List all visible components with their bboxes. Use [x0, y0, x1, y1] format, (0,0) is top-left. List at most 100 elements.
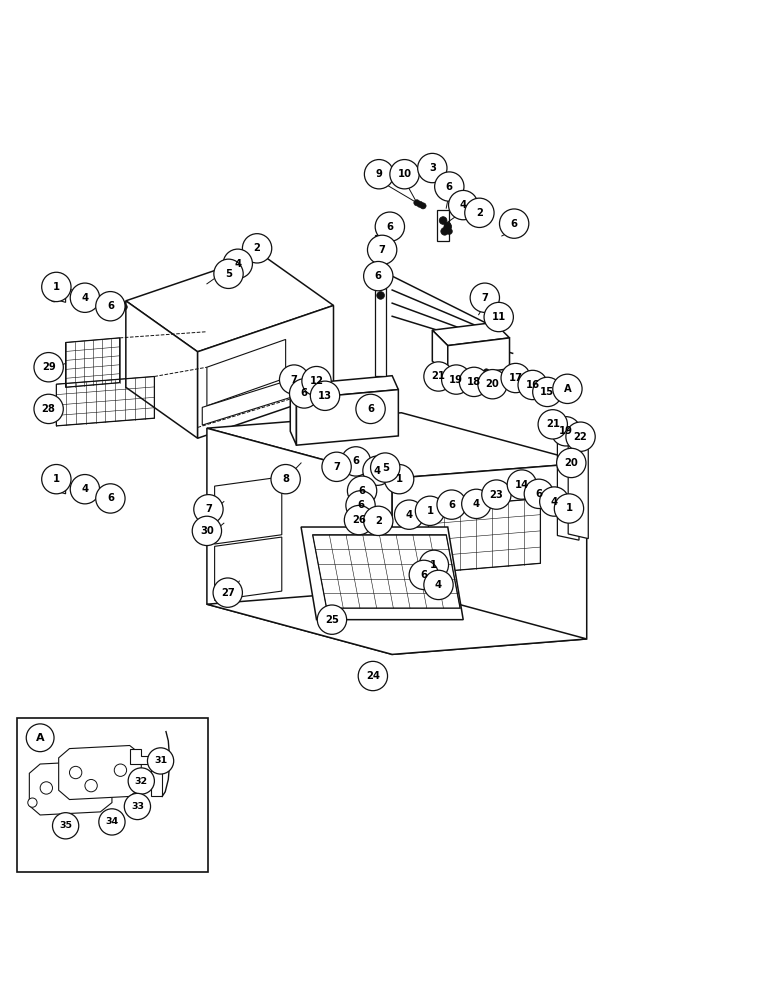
- Text: 19: 19: [449, 375, 463, 385]
- Circle shape: [438, 364, 445, 370]
- Circle shape: [470, 283, 499, 312]
- Text: 20: 20: [564, 458, 578, 468]
- Circle shape: [34, 394, 63, 424]
- Text: 1: 1: [52, 282, 60, 292]
- Text: 7: 7: [205, 504, 212, 514]
- Circle shape: [377, 249, 384, 257]
- Polygon shape: [557, 435, 579, 540]
- Circle shape: [507, 470, 537, 499]
- Circle shape: [96, 292, 125, 321]
- Circle shape: [353, 466, 359, 472]
- Circle shape: [566, 422, 595, 451]
- Circle shape: [242, 234, 272, 263]
- Text: 6: 6: [448, 500, 455, 510]
- Text: 17: 17: [509, 373, 523, 383]
- Circle shape: [341, 447, 371, 476]
- Text: 12: 12: [310, 376, 323, 386]
- Circle shape: [114, 764, 127, 776]
- Circle shape: [524, 479, 554, 508]
- Circle shape: [375, 212, 405, 241]
- Circle shape: [554, 494, 584, 523]
- Text: 6: 6: [358, 486, 366, 496]
- Text: 4: 4: [472, 499, 480, 509]
- Text: 2: 2: [375, 516, 381, 526]
- Polygon shape: [126, 255, 334, 352]
- Text: 2: 2: [254, 243, 260, 253]
- Circle shape: [290, 379, 319, 408]
- Polygon shape: [207, 589, 587, 654]
- Circle shape: [414, 200, 420, 206]
- Polygon shape: [207, 428, 392, 654]
- Circle shape: [377, 235, 384, 243]
- Circle shape: [367, 235, 397, 265]
- Bar: [17, 718, 208, 872]
- Text: 6: 6: [107, 301, 114, 311]
- Text: 4: 4: [81, 484, 89, 494]
- Text: 4: 4: [405, 510, 413, 520]
- Text: 32: 32: [134, 777, 148, 786]
- Circle shape: [85, 779, 97, 792]
- Text: 24: 24: [366, 671, 380, 681]
- Circle shape: [483, 369, 489, 375]
- Circle shape: [377, 241, 384, 249]
- Circle shape: [418, 153, 447, 183]
- Circle shape: [70, 475, 100, 504]
- Circle shape: [121, 304, 127, 310]
- Polygon shape: [375, 235, 386, 376]
- Polygon shape: [215, 477, 282, 544]
- Text: 1: 1: [395, 474, 403, 484]
- Polygon shape: [126, 301, 198, 438]
- Circle shape: [533, 377, 562, 407]
- Text: A: A: [36, 733, 45, 743]
- Text: 1: 1: [52, 474, 60, 484]
- Circle shape: [484, 302, 513, 332]
- Circle shape: [394, 500, 424, 529]
- Circle shape: [501, 363, 530, 393]
- Circle shape: [377, 257, 384, 265]
- Text: A: A: [564, 384, 571, 394]
- Circle shape: [424, 570, 453, 600]
- Text: 7: 7: [379, 245, 385, 255]
- Circle shape: [449, 190, 478, 220]
- Text: 6: 6: [535, 489, 543, 499]
- Text: 3: 3: [429, 163, 435, 173]
- Text: 1: 1: [426, 506, 434, 516]
- Polygon shape: [290, 376, 398, 399]
- Circle shape: [120, 301, 126, 307]
- Circle shape: [446, 228, 452, 234]
- Polygon shape: [296, 390, 398, 445]
- Circle shape: [437, 367, 443, 373]
- Circle shape: [223, 249, 252, 278]
- Polygon shape: [52, 294, 66, 302]
- Text: 8: 8: [282, 474, 290, 484]
- Text: 18: 18: [467, 377, 481, 387]
- Circle shape: [540, 487, 569, 516]
- Circle shape: [69, 766, 82, 779]
- Polygon shape: [290, 385, 296, 445]
- Text: 19: 19: [559, 426, 573, 436]
- Polygon shape: [437, 210, 449, 241]
- Text: 2: 2: [476, 208, 482, 218]
- Circle shape: [482, 480, 511, 509]
- Text: 16: 16: [526, 380, 540, 390]
- Text: 30: 30: [200, 526, 214, 536]
- Circle shape: [356, 394, 385, 424]
- Circle shape: [445, 222, 451, 228]
- Text: 31: 31: [154, 756, 168, 765]
- Text: 34: 34: [105, 817, 119, 826]
- Circle shape: [499, 209, 529, 238]
- Circle shape: [459, 367, 489, 397]
- Circle shape: [358, 661, 388, 691]
- Circle shape: [34, 353, 63, 382]
- Text: 6: 6: [357, 500, 364, 510]
- Polygon shape: [52, 485, 66, 494]
- Text: 6: 6: [367, 404, 374, 414]
- Circle shape: [363, 456, 392, 485]
- Circle shape: [553, 374, 582, 403]
- Text: 4: 4: [81, 293, 89, 303]
- Circle shape: [99, 809, 125, 835]
- Circle shape: [279, 365, 309, 394]
- Circle shape: [415, 496, 445, 525]
- Circle shape: [51, 295, 57, 302]
- Circle shape: [225, 271, 232, 277]
